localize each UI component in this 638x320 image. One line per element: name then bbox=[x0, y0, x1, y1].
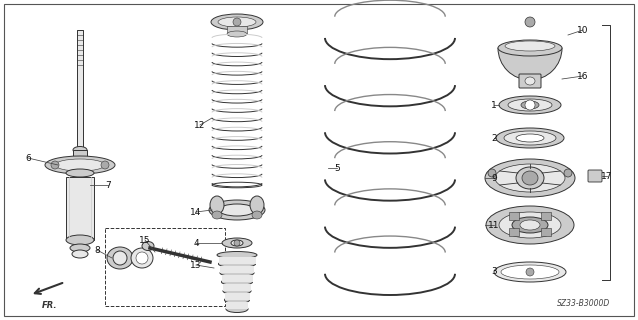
Ellipse shape bbox=[113, 251, 127, 265]
Ellipse shape bbox=[486, 206, 574, 244]
Ellipse shape bbox=[499, 212, 561, 238]
Circle shape bbox=[233, 18, 241, 26]
Text: 12: 12 bbox=[195, 121, 205, 130]
Bar bbox=[222, 275, 253, 282]
Ellipse shape bbox=[55, 159, 105, 171]
Bar bbox=[226, 302, 248, 309]
Wedge shape bbox=[498, 48, 562, 80]
Text: 5: 5 bbox=[334, 164, 340, 172]
Text: 9: 9 bbox=[491, 173, 497, 182]
Circle shape bbox=[525, 17, 535, 27]
Ellipse shape bbox=[209, 200, 265, 220]
Ellipse shape bbox=[217, 252, 257, 259]
Bar bbox=[219, 257, 256, 264]
Ellipse shape bbox=[521, 101, 539, 109]
Ellipse shape bbox=[219, 204, 255, 216]
Ellipse shape bbox=[107, 247, 133, 269]
Circle shape bbox=[101, 161, 109, 169]
Ellipse shape bbox=[225, 297, 249, 303]
Ellipse shape bbox=[520, 220, 540, 230]
Ellipse shape bbox=[512, 217, 548, 233]
Ellipse shape bbox=[231, 240, 243, 246]
Text: 17: 17 bbox=[601, 172, 612, 180]
Ellipse shape bbox=[504, 131, 556, 145]
Bar bbox=[510, 212, 519, 220]
Text: 8: 8 bbox=[94, 245, 100, 254]
Text: 2: 2 bbox=[491, 133, 497, 142]
Bar bbox=[540, 228, 551, 236]
Ellipse shape bbox=[525, 77, 535, 85]
Text: 16: 16 bbox=[577, 71, 589, 81]
Circle shape bbox=[526, 268, 534, 276]
Ellipse shape bbox=[508, 99, 552, 111]
Text: 4: 4 bbox=[193, 238, 199, 247]
Ellipse shape bbox=[485, 159, 575, 197]
Text: 15: 15 bbox=[139, 236, 151, 244]
Bar bbox=[73, 150, 87, 160]
Ellipse shape bbox=[218, 260, 255, 268]
Ellipse shape bbox=[222, 238, 252, 248]
Text: 6: 6 bbox=[25, 154, 31, 163]
Ellipse shape bbox=[218, 17, 256, 27]
Ellipse shape bbox=[142, 242, 154, 251]
Ellipse shape bbox=[210, 196, 224, 214]
FancyBboxPatch shape bbox=[519, 74, 541, 88]
Text: SZ33-B3000D: SZ33-B3000D bbox=[557, 299, 610, 308]
Bar bbox=[105, 228, 225, 306]
Circle shape bbox=[525, 100, 535, 110]
Ellipse shape bbox=[494, 262, 566, 282]
Text: FR.: FR. bbox=[42, 301, 57, 310]
Ellipse shape bbox=[250, 196, 264, 214]
Text: 13: 13 bbox=[190, 260, 202, 269]
Ellipse shape bbox=[73, 147, 87, 154]
Bar bbox=[510, 228, 519, 236]
Ellipse shape bbox=[211, 14, 263, 30]
Circle shape bbox=[234, 240, 240, 246]
Bar bbox=[220, 266, 254, 273]
Circle shape bbox=[51, 161, 59, 169]
Ellipse shape bbox=[522, 171, 538, 185]
Ellipse shape bbox=[498, 40, 562, 56]
Ellipse shape bbox=[221, 278, 253, 285]
Ellipse shape bbox=[505, 41, 555, 51]
Circle shape bbox=[488, 169, 496, 177]
FancyBboxPatch shape bbox=[588, 170, 602, 182]
Ellipse shape bbox=[516, 134, 544, 142]
Ellipse shape bbox=[516, 167, 544, 189]
Ellipse shape bbox=[252, 211, 262, 219]
Bar bbox=[227, 26, 247, 34]
Ellipse shape bbox=[495, 164, 565, 192]
Ellipse shape bbox=[70, 244, 90, 252]
Bar bbox=[540, 212, 551, 220]
Ellipse shape bbox=[223, 287, 251, 294]
Bar bbox=[223, 284, 251, 291]
Bar bbox=[77, 30, 83, 150]
Text: 10: 10 bbox=[577, 26, 589, 35]
Text: 11: 11 bbox=[488, 220, 500, 229]
Ellipse shape bbox=[66, 235, 94, 245]
Bar bbox=[225, 293, 250, 300]
Ellipse shape bbox=[499, 96, 561, 114]
Bar bbox=[66, 177, 94, 240]
Ellipse shape bbox=[496, 128, 564, 148]
Ellipse shape bbox=[212, 211, 222, 219]
Ellipse shape bbox=[45, 156, 115, 174]
Ellipse shape bbox=[501, 265, 559, 279]
Ellipse shape bbox=[226, 306, 248, 313]
Ellipse shape bbox=[66, 169, 94, 177]
Ellipse shape bbox=[136, 252, 148, 264]
Circle shape bbox=[564, 169, 572, 177]
Ellipse shape bbox=[220, 269, 254, 276]
Text: 7: 7 bbox=[105, 180, 111, 189]
Ellipse shape bbox=[131, 248, 153, 268]
Text: 3: 3 bbox=[491, 268, 497, 276]
Text: 14: 14 bbox=[190, 207, 202, 217]
Ellipse shape bbox=[72, 250, 88, 258]
Text: 1: 1 bbox=[491, 100, 497, 109]
Ellipse shape bbox=[227, 31, 247, 37]
